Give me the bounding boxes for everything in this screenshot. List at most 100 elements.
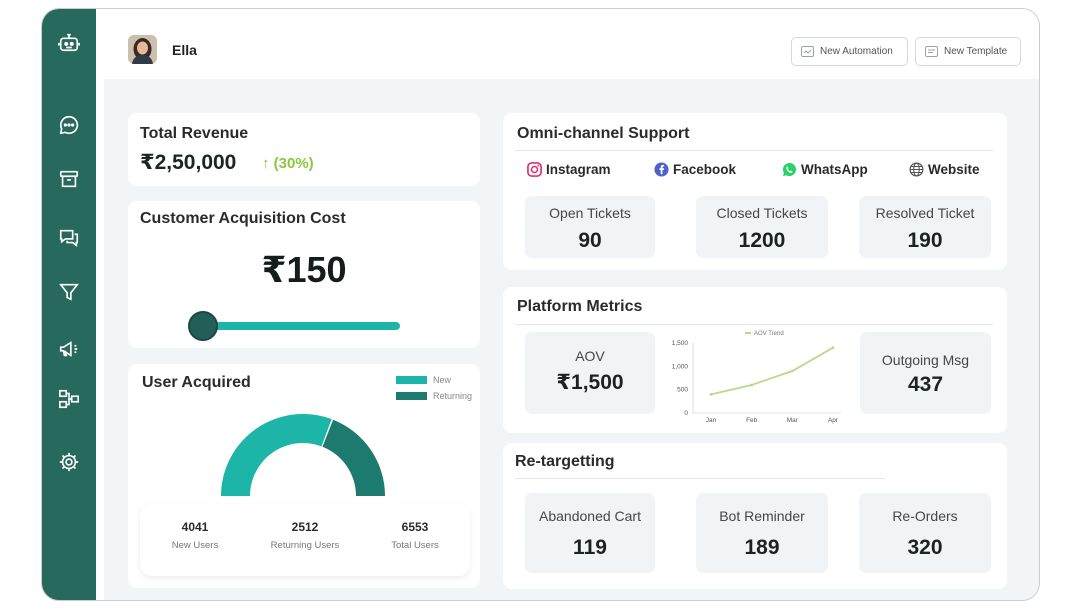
abandoned-cart-value: 119 bbox=[573, 536, 607, 559]
stat-total-users: 6553 Total Users bbox=[360, 520, 470, 551]
y-tick-label: 1,500 bbox=[672, 340, 689, 347]
whatsapp-icon bbox=[782, 162, 796, 177]
avatar[interactable] bbox=[128, 35, 157, 64]
stat-new-users-value: 4041 bbox=[181, 520, 209, 534]
channel-website[interactable]: Website bbox=[909, 162, 980, 177]
new-template-button[interactable]: New Template bbox=[915, 37, 1021, 66]
channel-instagram[interactable]: Instagram bbox=[527, 162, 611, 177]
stat-total-users-value: 6553 bbox=[401, 520, 429, 534]
new-automation-button[interactable]: New Automation bbox=[791, 37, 908, 66]
closed-tickets-value: 1200 bbox=[738, 229, 786, 252]
legend-new-label: New bbox=[433, 375, 452, 385]
stat-returning-users-label: Returning Users bbox=[270, 540, 340, 551]
platform-metrics-title: Platform Metrics bbox=[517, 298, 643, 315]
archive-icon[interactable] bbox=[57, 167, 81, 191]
omni-channel-title: Omni-channel Support bbox=[517, 125, 690, 142]
user-stats-panel: 4041 New Users 2512 Returning Users 6553… bbox=[140, 504, 470, 576]
messages-icon[interactable] bbox=[57, 226, 81, 250]
open-tickets-value: 90 bbox=[578, 229, 602, 252]
resolved-ticket-value: 190 bbox=[907, 229, 943, 252]
new-template-label: New Template bbox=[944, 46, 1008, 57]
resolved-ticket-label: Resolved Ticket bbox=[875, 205, 975, 221]
y-tick-label: 500 bbox=[677, 387, 688, 394]
aov-trend-point bbox=[790, 369, 794, 373]
user-acquired-gauge bbox=[221, 414, 385, 496]
legend-returning-label: Returning bbox=[433, 391, 473, 401]
x-tick-label: Apr bbox=[828, 417, 839, 424]
closed-tickets-label: Closed Tickets bbox=[716, 205, 808, 221]
x-tick-label: Feb bbox=[746, 417, 758, 424]
sidebar bbox=[42, 9, 96, 600]
legend-returning-swatch bbox=[396, 392, 427, 400]
stat-returning-users: 2512 Returning Users bbox=[250, 520, 360, 551]
funnel-icon[interactable] bbox=[57, 280, 81, 304]
y-tick-label: 0 bbox=[684, 410, 688, 417]
abandoned-cart-box: Abandoned Cart 119 bbox=[525, 493, 655, 573]
chart-legend-label: AOV Trend bbox=[754, 331, 784, 337]
channel-facebook[interactable]: Facebook bbox=[654, 162, 736, 177]
cac-title: Customer Acquisition Cost bbox=[140, 210, 346, 227]
aov-label: AOV bbox=[575, 348, 605, 364]
stat-total-users-label: Total Users bbox=[391, 540, 439, 551]
user-acquired-title: User Acquired bbox=[142, 374, 251, 391]
retargeting-title: Re-targetting bbox=[515, 453, 615, 470]
user-name: Ella bbox=[172, 42, 197, 58]
aov-trend-point bbox=[831, 346, 835, 350]
resolved-ticket-box: Resolved Ticket 190 bbox=[859, 196, 991, 258]
y-tick-label: 1,000 bbox=[672, 363, 689, 370]
x-tick-label: Jan bbox=[706, 417, 717, 424]
aov-box: AOV ₹1,500 bbox=[525, 332, 655, 414]
gauge-new-segment bbox=[221, 414, 332, 496]
omni-channel-card: Omni-channel Support Instagram Facebook … bbox=[503, 113, 1007, 270]
bot-reminder-box: Bot Reminder 189 bbox=[696, 493, 828, 573]
aov-trend-chart: AOV Trend 0 500 1,000 1,500 Jan Feb Mar Apr bbox=[672, 331, 841, 424]
re-orders-value: 320 bbox=[907, 536, 943, 559]
outgoing-msg-box: Outgoing Msg 437 bbox=[860, 332, 991, 414]
flow-icon[interactable] bbox=[57, 387, 81, 411]
total-revenue-card: Total Revenue ₹2,50,000 ↑ (30%) bbox=[128, 113, 480, 186]
channel-facebook-label: Facebook bbox=[673, 162, 737, 177]
aov-trend-point bbox=[709, 392, 713, 396]
aov-trend-line bbox=[710, 346, 834, 396]
retargeting-divider bbox=[515, 478, 885, 479]
megaphone-icon[interactable] bbox=[57, 337, 81, 361]
legend-returning: Returning bbox=[396, 391, 472, 401]
cac-slider-track[interactable] bbox=[204, 322, 400, 330]
cac-slider-handle[interactable] bbox=[188, 311, 218, 341]
channel-whatsapp[interactable]: WhatsApp bbox=[782, 162, 868, 177]
abandoned-cart-label: Abandoned Cart bbox=[539, 508, 641, 524]
total-revenue-title: Total Revenue bbox=[140, 125, 249, 142]
automation-icon bbox=[801, 46, 814, 57]
template-icon bbox=[925, 46, 938, 57]
aov-trend-point bbox=[750, 383, 754, 387]
channel-instagram-label: Instagram bbox=[546, 162, 611, 177]
channel-website-label: Website bbox=[928, 162, 980, 177]
omni-divider bbox=[515, 150, 993, 151]
x-tick-label: Mar bbox=[787, 417, 799, 424]
re-orders-box: Re-Orders 320 bbox=[859, 493, 991, 573]
channel-whatsapp-label: WhatsApp bbox=[801, 162, 868, 177]
stat-new-users-label: New Users bbox=[171, 540, 219, 551]
retargeting-card: Re-targetting Abandoned Cart 119 Bot Rem… bbox=[503, 443, 1007, 589]
dashboard-main: Total Revenue ₹2,50,000 ↑ (30%) Customer… bbox=[104, 79, 1039, 600]
open-tickets-label: Open Tickets bbox=[549, 205, 631, 221]
closed-tickets-box: Closed Tickets 1200 bbox=[696, 196, 828, 258]
bot-reminder-label: Bot Reminder bbox=[719, 508, 805, 524]
revenue-change-badge: ↑ (30%) bbox=[262, 155, 314, 172]
stat-new-users: 4041 New Users bbox=[140, 520, 250, 551]
outgoing-msg-value: 437 bbox=[907, 373, 944, 396]
total-revenue-value: ₹2,50,000 bbox=[140, 151, 237, 174]
bot-reminder-value: 189 bbox=[744, 536, 780, 559]
platform-metrics-card: Platform Metrics AOV ₹1,500 AOV Trend 0 50… bbox=[503, 287, 1007, 433]
aov-value: ₹1,500 bbox=[556, 371, 624, 394]
gauge-returning-segment bbox=[322, 419, 385, 496]
gear-icon[interactable] bbox=[57, 450, 81, 474]
platform-divider bbox=[515, 324, 993, 325]
chat-icon[interactable] bbox=[57, 113, 81, 137]
top-bar: Ella New Automation New Template bbox=[96, 9, 1039, 79]
bot-icon[interactable] bbox=[57, 30, 81, 54]
legend-new: New bbox=[396, 375, 451, 385]
user-acquired-card: User Acquired New Returning 4041 New Use… bbox=[128, 364, 480, 588]
stat-returning-users-value: 2512 bbox=[291, 520, 319, 534]
cac-card: Customer Acquisition Cost ₹150 bbox=[128, 201, 480, 348]
